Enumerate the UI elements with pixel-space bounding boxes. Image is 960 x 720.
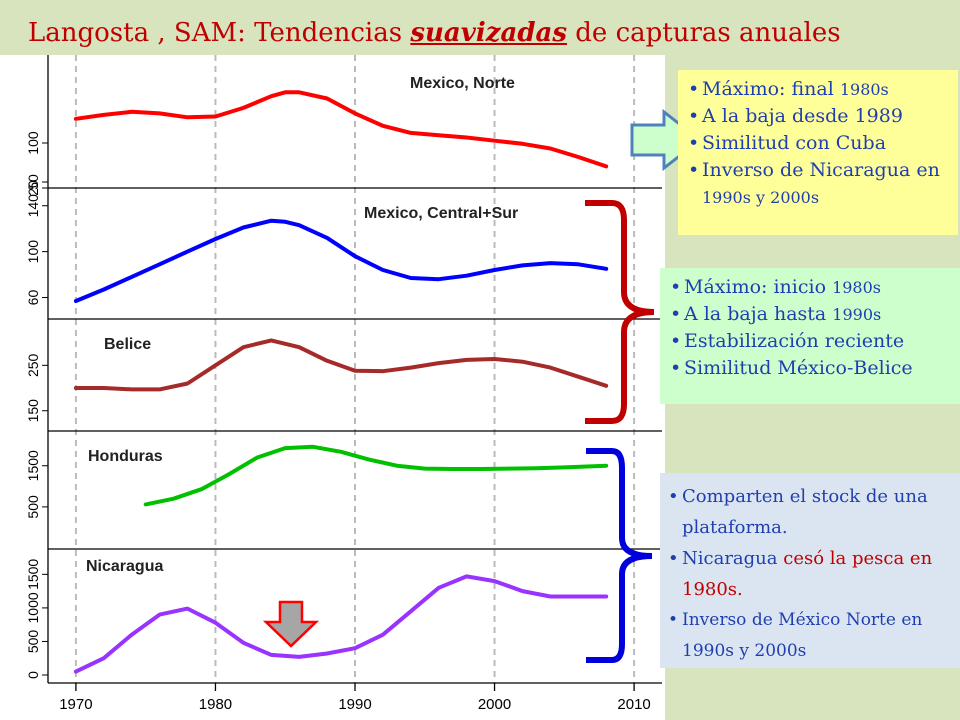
note-item: Máximo: final 1980s <box>686 76 950 103</box>
y-tick-label: 1500 <box>25 450 41 481</box>
title-part1: Langosta , SAM: Tendencias <box>28 18 411 48</box>
honduras-nicaragua-notes: Comparten el stock de una plataforma. Ni… <box>660 473 960 668</box>
note-item: Nicaragua cesó la pesca en 1980s. <box>666 543 954 605</box>
chart: Mexico, Norte 50 100 20 Mexico, Central+Sur 6… <box>0 55 665 720</box>
panel-label: Honduras <box>88 448 163 465</box>
note-item: Similitud México-Belice <box>668 355 952 382</box>
x-tick-label: 1970 <box>59 696 92 713</box>
mexico-norte-notes: Máximo: final 1980s A la baja desde 1989… <box>678 70 958 235</box>
y-tick-label: 1000 <box>25 592 41 623</box>
series-line-2 <box>73 218 609 303</box>
title-emphasis: suavizadas <box>410 18 568 48</box>
note-item: Inverso de Nicaragua en 1990s y 2000s <box>686 157 950 211</box>
series-line-4 <box>143 444 609 507</box>
y-tick-label: 500 <box>25 630 41 654</box>
x-tick-label: 2000 <box>478 696 511 713</box>
note-item: A la baja hasta 1990s <box>668 301 952 328</box>
mexico-belice-notes: Máximo: inicio 1980s A la baja hasta 199… <box>660 268 960 404</box>
note-item: Comparten el stock de una plataforma. <box>666 481 954 543</box>
note-item: Máximo: inicio 1980s <box>668 274 952 301</box>
y-tick-label: 50 <box>25 174 41 190</box>
note-item: Estabilización reciente <box>668 328 952 355</box>
y-tick-label: 0 <box>25 671 41 679</box>
note-item: A la baja desde 1989 <box>686 103 950 130</box>
y-tick-label: 100 <box>25 240 41 264</box>
x-tick-label: 1980 <box>199 696 232 713</box>
panel-label: Mexico, Norte <box>410 75 515 92</box>
y-tick-label: 150 <box>25 399 41 423</box>
note-item: Similitud con Cuba <box>686 130 950 157</box>
series-line-1 <box>73 90 609 169</box>
y-tick-label: 250 <box>25 353 41 377</box>
panel-label: Belice <box>104 336 151 353</box>
series-line-3 <box>73 338 609 392</box>
y-tick-label: 500 <box>25 495 41 519</box>
y-tick-label: 20 <box>25 180 41 196</box>
x-tick-label: 2010 <box>617 696 650 713</box>
y-tick-label: 100 <box>25 131 41 155</box>
title-part2: de capturas anuales <box>567 18 841 48</box>
x-tick-label: 1990 <box>338 696 371 713</box>
series-line-5 <box>73 574 609 674</box>
page-title: Langosta , SAM: Tendencias suavizadas de… <box>28 18 841 48</box>
y-tick-label: 140 <box>25 194 41 218</box>
y-tick-label: 60 <box>25 290 41 306</box>
panel-label: Mexico, Central+Sur <box>364 205 518 222</box>
y-tick-label: 1500 <box>25 559 41 590</box>
panel-label: Nicaragua <box>86 558 163 575</box>
note-item: Inverso de México Norte en 1990s y 2000s <box>666 605 954 667</box>
